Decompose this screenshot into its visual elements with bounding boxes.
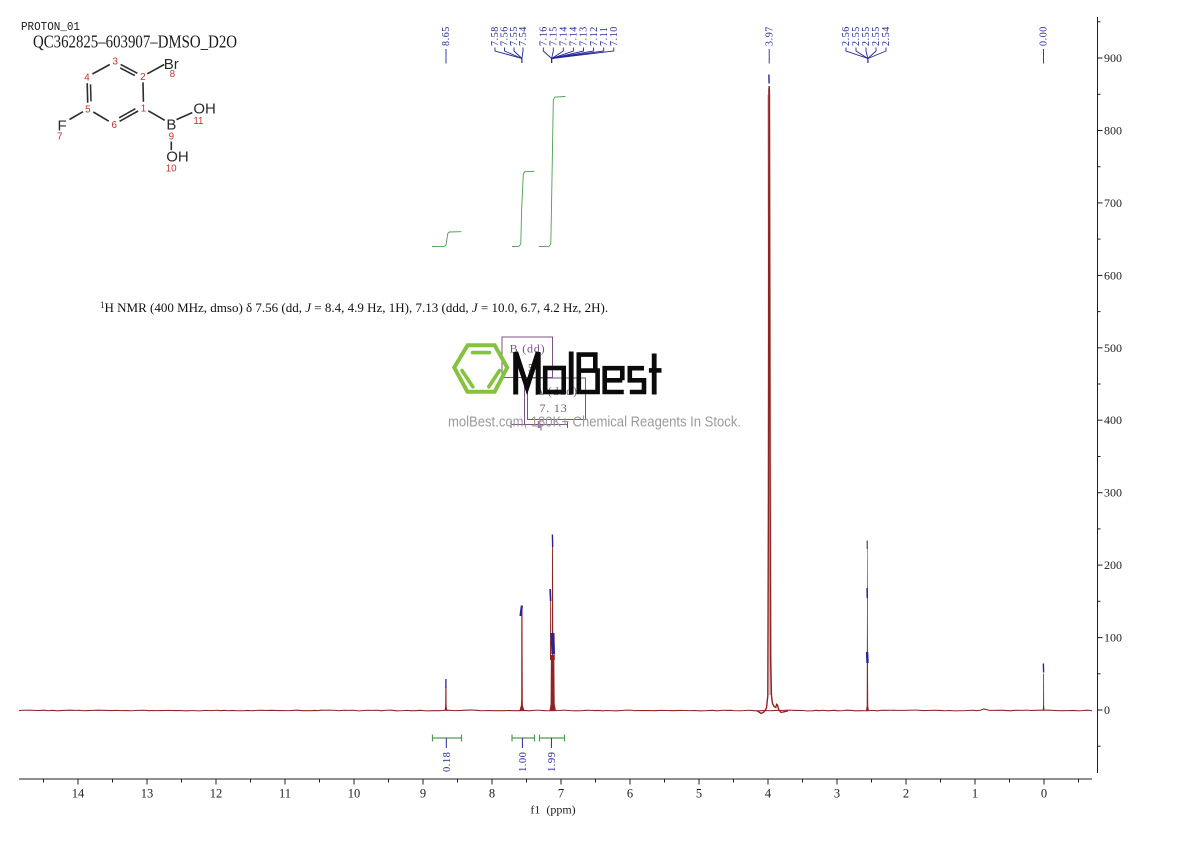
svg-text:7.11: 7.11 bbox=[599, 26, 610, 46]
svg-text:8: 8 bbox=[170, 69, 176, 80]
svg-text:7.13: 7.13 bbox=[579, 26, 590, 46]
svg-text:1.99: 1.99 bbox=[547, 752, 558, 772]
svg-text:B: B bbox=[166, 116, 176, 133]
svg-text:13: 13 bbox=[141, 787, 154, 801]
svg-text:Br: Br bbox=[164, 56, 179, 73]
svg-text:F: F bbox=[58, 118, 67, 135]
svg-text:1: 1 bbox=[972, 787, 978, 801]
svg-text:4: 4 bbox=[765, 787, 772, 801]
svg-text:7.54: 7.54 bbox=[518, 26, 529, 46]
svg-text:3: 3 bbox=[112, 57, 118, 68]
svg-text:molBest.com, 180K+ Chemical Re: molBest.com, 180K+ Chemical Reagents In … bbox=[448, 414, 741, 431]
svg-text:14: 14 bbox=[72, 787, 85, 801]
svg-text:7.15: 7.15 bbox=[549, 26, 560, 46]
svg-text:800: 800 bbox=[1104, 124, 1122, 138]
svg-text:f1 (ppm): f1 (ppm) bbox=[530, 803, 575, 817]
svg-text:12: 12 bbox=[210, 787, 223, 801]
svg-text:7: 7 bbox=[57, 131, 62, 142]
svg-text:7.12: 7.12 bbox=[589, 26, 600, 46]
svg-text:200: 200 bbox=[1104, 558, 1122, 572]
svg-text:2: 2 bbox=[903, 787, 909, 801]
svg-text:7.56: 7.56 bbox=[500, 26, 511, 46]
svg-text:OH: OH bbox=[193, 100, 216, 117]
svg-text:7.14: 7.14 bbox=[559, 26, 570, 46]
svg-text:0.00: 0.00 bbox=[1039, 26, 1050, 46]
svg-text:10: 10 bbox=[166, 164, 177, 175]
svg-text:0: 0 bbox=[1104, 703, 1110, 717]
svg-text:7.14: 7.14 bbox=[569, 26, 580, 46]
svg-text:7.16: 7.16 bbox=[539, 26, 550, 46]
svg-text:2: 2 bbox=[140, 72, 145, 83]
svg-text:3.97: 3.97 bbox=[764, 26, 775, 46]
svg-text:5: 5 bbox=[696, 787, 702, 801]
svg-text:3: 3 bbox=[834, 787, 840, 801]
svg-text:QC362825–603907–DMSO_D2O: QC362825–603907–DMSO_D2O bbox=[33, 32, 237, 52]
svg-text:11: 11 bbox=[193, 116, 203, 127]
svg-text:OH: OH bbox=[166, 149, 189, 166]
svg-text:2.55: 2.55 bbox=[871, 26, 882, 46]
svg-text:9: 9 bbox=[420, 787, 426, 801]
svg-text:8.65: 8.65 bbox=[441, 26, 452, 46]
svg-text:1H NMR (400 MHz, dmso) δ 7.56: 1H NMR (400 MHz, dmso) δ 7.56 (dd, J = 8… bbox=[100, 300, 608, 315]
svg-text:6: 6 bbox=[111, 120, 117, 131]
svg-text:0.18: 0.18 bbox=[442, 752, 453, 772]
svg-text:6: 6 bbox=[627, 787, 633, 801]
svg-text:400: 400 bbox=[1104, 413, 1122, 427]
svg-text:2.55: 2.55 bbox=[851, 26, 862, 46]
svg-text:7.55: 7.55 bbox=[509, 26, 520, 46]
svg-text:7: 7 bbox=[558, 787, 564, 801]
svg-text:PROTON_01: PROTON_01 bbox=[21, 21, 80, 34]
svg-text:900: 900 bbox=[1104, 51, 1122, 65]
svg-text:1: 1 bbox=[141, 104, 146, 115]
svg-text:7.10: 7.10 bbox=[609, 26, 620, 46]
svg-text:9: 9 bbox=[169, 132, 174, 143]
svg-text:7.58: 7.58 bbox=[490, 26, 501, 46]
svg-text:5: 5 bbox=[85, 105, 91, 116]
svg-text:2.54: 2.54 bbox=[881, 26, 892, 46]
svg-text:700: 700 bbox=[1104, 196, 1122, 210]
svg-text:8: 8 bbox=[489, 787, 495, 801]
svg-text:100: 100 bbox=[1104, 631, 1122, 645]
svg-text:600: 600 bbox=[1104, 268, 1122, 282]
svg-text:500: 500 bbox=[1104, 341, 1122, 355]
svg-text:10: 10 bbox=[348, 787, 361, 801]
svg-text:2.56: 2.56 bbox=[841, 26, 852, 46]
svg-text:2.55: 2.55 bbox=[861, 26, 872, 46]
svg-text:4: 4 bbox=[84, 73, 90, 84]
svg-text:0: 0 bbox=[1041, 787, 1047, 801]
svg-text:300: 300 bbox=[1104, 486, 1122, 500]
svg-text:7. 13: 7. 13 bbox=[540, 401, 568, 415]
svg-text:11: 11 bbox=[279, 787, 291, 801]
svg-text:1.00: 1.00 bbox=[518, 752, 529, 772]
